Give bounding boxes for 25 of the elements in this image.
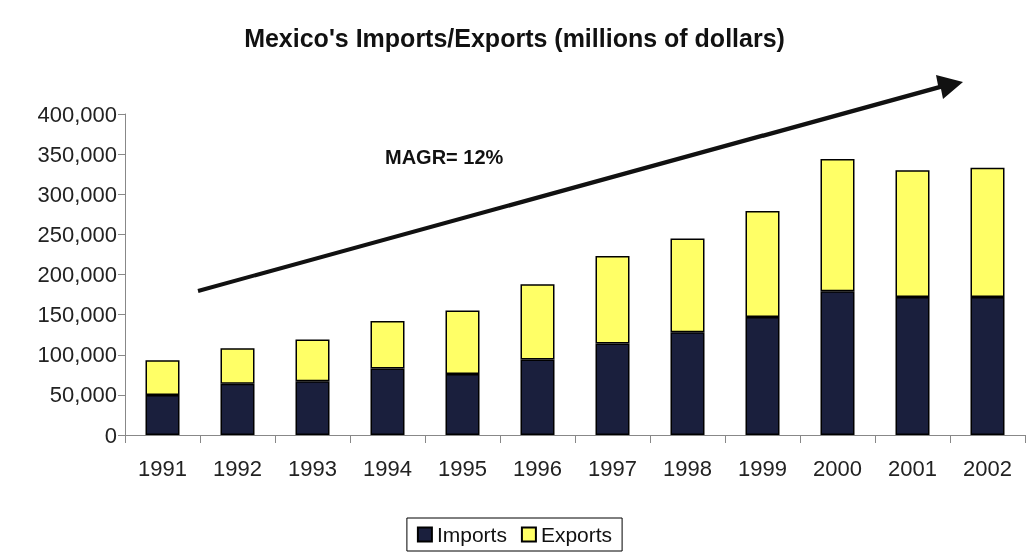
annotation: MAGR= 12% [385, 146, 504, 168]
chart-title: Mexico's Imports/Exports (millions of dollars) [244, 23, 785, 52]
x-tick-label: 2001 [888, 455, 937, 481]
y-tick-label: 400,000 [37, 101, 117, 127]
y-tick-label: 0 [104, 422, 117, 448]
x-tick-label: 1994 [363, 455, 412, 481]
legend-label: Imports [436, 523, 507, 546]
x-tick-label: 1991 [138, 455, 187, 481]
y-tick-label: 50,000 [49, 382, 117, 408]
x-tick-label: 1997 [588, 455, 637, 481]
x-tick-label: 1998 [663, 455, 712, 481]
x-tick-label: 2000 [813, 455, 862, 481]
y-tick-label: 350,000 [37, 141, 117, 167]
x-tick-label: 1993 [288, 455, 337, 481]
x-tick-label: 1999 [738, 455, 787, 481]
x-tick-label: 1992 [213, 455, 262, 481]
y-tick-label: 300,000 [37, 181, 117, 207]
y-tick-label: 150,000 [37, 302, 117, 328]
x-tick-label: 1995 [438, 455, 487, 481]
legend-label: Exports [540, 523, 613, 546]
y-tick-label: 250,000 [37, 221, 117, 247]
y-tick-label: 200,000 [37, 262, 117, 287]
x-tick-label: 1996 [513, 455, 562, 481]
y-tick-label: 100,000 [37, 342, 117, 368]
x-tick-label: 2002 [963, 455, 1012, 481]
